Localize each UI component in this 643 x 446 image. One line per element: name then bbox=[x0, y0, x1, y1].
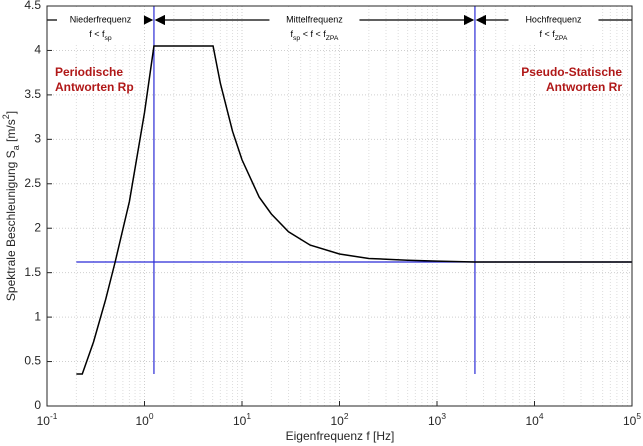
tick-exponent: 2 bbox=[344, 411, 349, 421]
y-tick-label: 1.5 bbox=[24, 265, 41, 279]
tick-base: 10 bbox=[623, 414, 637, 428]
x-tick-label: 100 bbox=[135, 411, 153, 428]
text-part: sp bbox=[293, 35, 300, 42]
tick-base: 10 bbox=[37, 414, 51, 428]
region-title: Hochfrequenz bbox=[525, 14, 582, 24]
region-condition: fsp < f < fZPA bbox=[291, 29, 339, 42]
x-tick-label: 10-1 bbox=[37, 411, 58, 428]
data-line bbox=[76, 45, 632, 375]
tick-exponent: -1 bbox=[50, 411, 58, 421]
y-tick-label: 4 bbox=[34, 43, 41, 57]
tick-exponent: 1 bbox=[246, 411, 251, 421]
x-tick-label: 102 bbox=[330, 411, 348, 428]
region-label-bg bbox=[269, 9, 360, 43]
region-condition: f < fsp bbox=[89, 29, 112, 42]
text-part: ] bbox=[4, 111, 18, 114]
text-part: ZPA bbox=[326, 35, 339, 42]
region-label-bg bbox=[57, 9, 144, 43]
tick-base: 10 bbox=[428, 414, 442, 428]
x-axis-label: Eigenfrequenz f [Hz] bbox=[286, 429, 395, 443]
text-part: ZPA bbox=[555, 35, 568, 42]
note-text: Pseudo-Statische bbox=[521, 65, 622, 79]
region-condition: f < fZPA bbox=[540, 29, 568, 42]
y-tick-label: 0 bbox=[34, 398, 41, 412]
y-tick-label: 2.5 bbox=[24, 176, 41, 190]
y-tick-label: 1 bbox=[34, 309, 41, 323]
region-title: Niederfrequenz bbox=[70, 14, 132, 24]
text-part: 2 bbox=[1, 114, 11, 119]
y-tick-label: 3 bbox=[34, 132, 41, 146]
note-text: Periodische bbox=[55, 65, 123, 79]
plot-frame bbox=[46, 5, 633, 407]
tick-base: 10 bbox=[135, 414, 149, 428]
note-text: Antworten Rr bbox=[546, 80, 622, 94]
text-part: sp bbox=[105, 35, 112, 42]
text-part: [m/s bbox=[4, 119, 18, 145]
y-tick-label: 2 bbox=[34, 220, 41, 234]
tick-exponent: 3 bbox=[441, 411, 446, 421]
y-tick-label: 4.5 bbox=[24, 0, 41, 12]
tick-base: 10 bbox=[330, 414, 344, 428]
tick-base: 10 bbox=[233, 414, 247, 428]
text-part: f bbox=[291, 29, 294, 39]
note-text: Antworten Rp bbox=[55, 80, 134, 94]
tick-base: 10 bbox=[525, 414, 539, 428]
x-tick-label: 101 bbox=[233, 411, 251, 428]
x-tick-label: 105 bbox=[623, 411, 641, 428]
tick-exponent: 4 bbox=[539, 411, 544, 421]
tick-exponent: 5 bbox=[636, 411, 641, 421]
region-title: Mittelfrequenz bbox=[286, 14, 343, 24]
y-tick-label: 3.5 bbox=[24, 87, 41, 101]
text-part: f < f bbox=[540, 29, 556, 39]
text-part: a bbox=[11, 145, 21, 150]
text-part: f < f bbox=[89, 29, 105, 39]
tick-exponent: 0 bbox=[149, 411, 154, 421]
x-tick-label: 103 bbox=[428, 411, 446, 428]
text-part: < f < f bbox=[300, 29, 326, 39]
x-tick-label: 104 bbox=[525, 411, 543, 428]
y-tick-label: 0.5 bbox=[24, 354, 41, 368]
text-part: Spektrale Beschleunigung S bbox=[4, 150, 18, 301]
region-label-bg bbox=[508, 9, 599, 43]
y-axis-label: Spektrale Beschleunigung Sa [m/s2] bbox=[1, 111, 21, 301]
